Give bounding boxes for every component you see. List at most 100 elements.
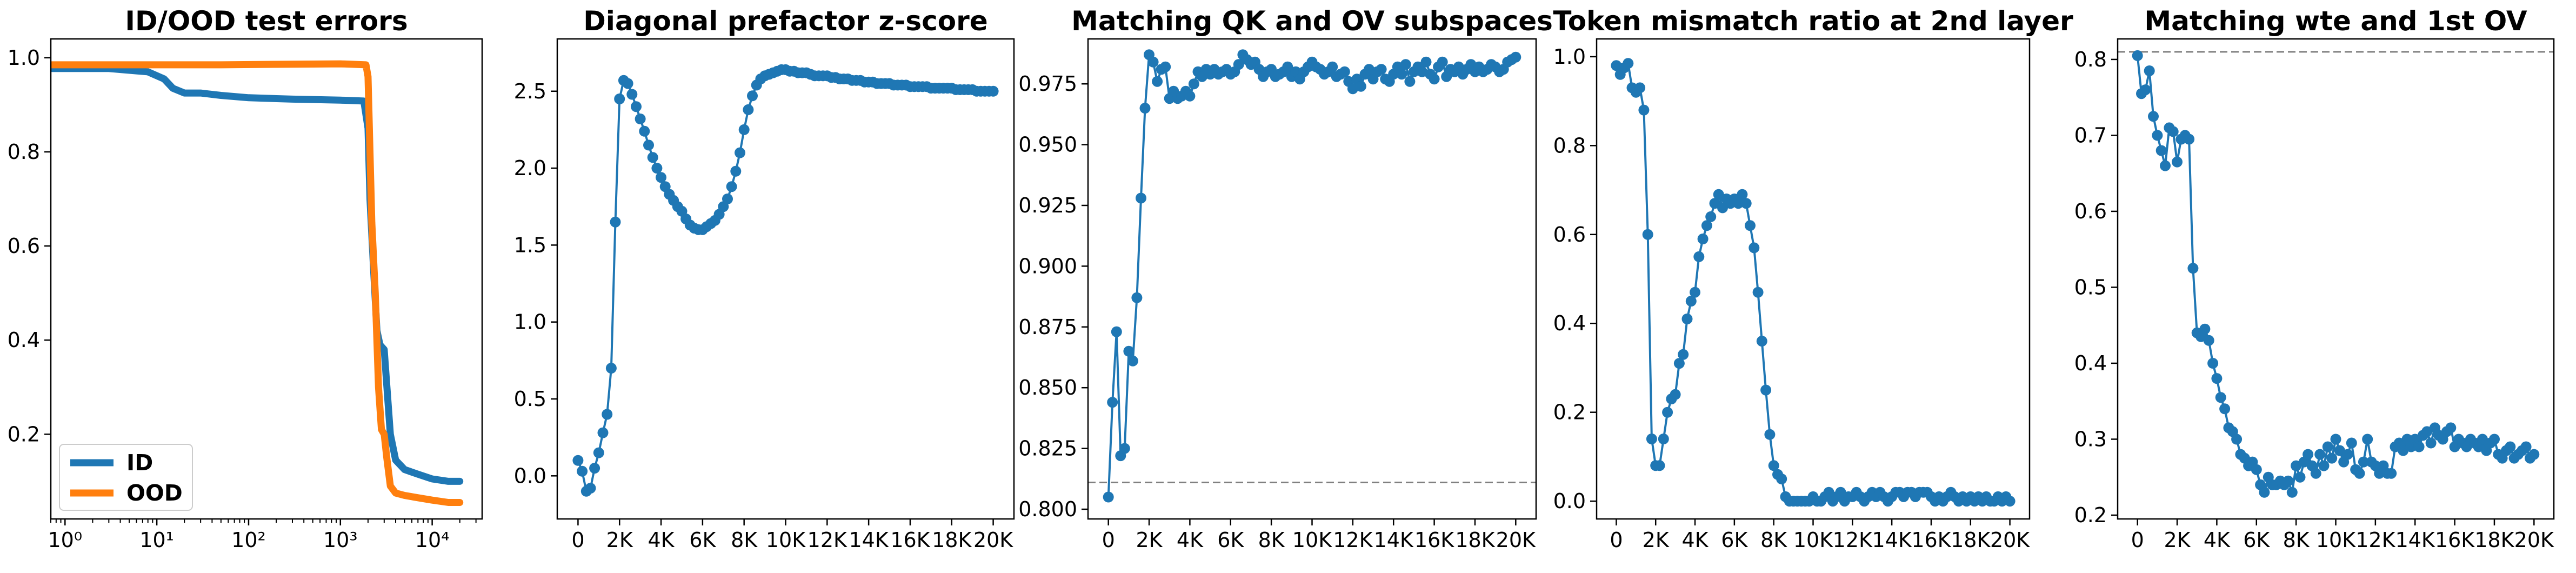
data-point xyxy=(1752,286,1764,298)
y-tick-label: 0.925 xyxy=(1018,194,1077,217)
data-point xyxy=(2219,403,2231,415)
y-tick-label: 0.8 xyxy=(2074,48,2107,71)
data-point xyxy=(2203,335,2214,346)
data-point xyxy=(639,125,650,137)
data-point xyxy=(1327,61,1338,72)
data-point xyxy=(1733,198,1744,209)
y-tick-label: 0.7 xyxy=(2074,123,2107,147)
y-tick-label: 0.5 xyxy=(2074,275,2107,299)
panel-wte-ov-match: Matching wte and 1st OV 0 2K 4K 6K 8K 10K 12K 14… xyxy=(2074,5,2555,552)
y-tick-label: 1.0 xyxy=(514,310,546,334)
y-tick-label: 0.8 xyxy=(8,140,40,164)
data-point xyxy=(2330,434,2341,445)
y-tick-label: 0.4 xyxy=(2074,351,2107,375)
series-line xyxy=(2136,54,2535,494)
data-point xyxy=(1623,58,1634,69)
data-point xyxy=(1662,407,1673,418)
x-tick-label: 0 xyxy=(1102,528,1115,552)
plot-area xyxy=(1103,49,1521,503)
data-point xyxy=(2199,323,2211,335)
x-tick-label: 14K xyxy=(849,528,889,552)
panel-qk-ov-match: Matching QK and OV subspaces 0 2K 4K 6K 8K 10K… xyxy=(1018,5,1553,552)
axes-frame xyxy=(1087,38,1537,520)
data-point xyxy=(1835,487,1846,498)
y-tick-label: 0.2 xyxy=(1553,401,1586,424)
legend-label-ood: OOD xyxy=(126,480,183,506)
data-point xyxy=(2505,441,2516,452)
plot-area xyxy=(572,64,999,497)
data-point xyxy=(1400,59,1411,70)
x-tick-label: 8K xyxy=(1258,528,1285,552)
data-point xyxy=(2413,441,2425,452)
data-point xyxy=(1355,81,1366,92)
x-tick-label: 2K xyxy=(1643,528,1670,552)
data-point xyxy=(2211,373,2223,384)
data-point xyxy=(1339,66,1350,77)
x-tick-label: 14K xyxy=(1374,528,1414,552)
data-point xyxy=(1678,349,1689,360)
data-point xyxy=(1658,434,1669,444)
data-point xyxy=(2207,358,2219,369)
x-tick-label: 16K xyxy=(1911,528,1951,552)
data-point xyxy=(1347,83,1358,95)
data-point xyxy=(1188,78,1199,90)
data-point xyxy=(1745,220,1756,231)
x-tick-label: 8K xyxy=(2283,528,2310,552)
data-point xyxy=(1709,198,1720,209)
x-tick-label: 10K xyxy=(2316,528,2356,552)
data-point xyxy=(2310,468,2321,479)
data-point xyxy=(1437,56,1448,68)
data-point xyxy=(631,101,642,112)
y-tick-label: 0.4 xyxy=(1553,311,1586,335)
y-tick-label: 0.3 xyxy=(2074,427,2107,451)
data-point xyxy=(2346,437,2357,449)
data-point xyxy=(1768,460,1779,471)
data-point xyxy=(2358,456,2369,468)
data-point xyxy=(735,147,745,158)
data-point xyxy=(1127,355,1138,367)
data-point xyxy=(1111,326,1122,337)
data-point xyxy=(610,216,621,228)
data-point xyxy=(1139,103,1151,114)
data-point xyxy=(2294,471,2306,483)
x-tick-label: 4K xyxy=(2204,528,2231,552)
y-tick-label: 0.975 xyxy=(1018,72,1077,96)
x-tick-label: 6K xyxy=(1217,528,1244,552)
x-tick-label: 2K xyxy=(2164,528,2191,552)
data-point xyxy=(1764,429,1776,440)
panel-id-ood-errors: ID/OOD test errors 10⁰ 10¹ 10² 10³ 10⁴ 0.2 0.4 0… xyxy=(8,5,483,552)
data-point xyxy=(593,447,604,458)
panel-token-mismatch: Token mismatch ratio at 2nd layer 0 2K 4K 6K… xyxy=(1553,5,2073,552)
x-tick-label: 8K xyxy=(731,528,758,552)
data-point xyxy=(1282,61,1293,72)
data-point xyxy=(614,94,625,104)
data-point xyxy=(2528,449,2540,460)
data-point xyxy=(1417,66,1427,77)
data-point xyxy=(1160,61,1171,72)
panel-title: Matching QK and OV subspaces xyxy=(1071,5,1553,37)
data-point xyxy=(1136,192,1146,204)
data-point xyxy=(1184,90,1196,102)
data-point xyxy=(2520,441,2532,452)
x-tick-label: 10³ xyxy=(323,528,358,552)
data-point xyxy=(1233,59,1244,70)
data-point xyxy=(2354,468,2365,479)
x-tick-label: 4K xyxy=(1177,528,1204,552)
axes-frame xyxy=(556,38,1015,520)
data-point xyxy=(2167,126,2179,137)
data-point xyxy=(1429,74,1440,85)
x-tick-label: 10K xyxy=(766,528,806,552)
plot-area xyxy=(2132,50,2540,498)
y-tick-label: 0.800 xyxy=(1018,497,1077,521)
x-tick-label: 16K xyxy=(2435,528,2475,552)
y-tick-label: 0.6 xyxy=(2074,199,2107,223)
x-tick-label: 16K xyxy=(890,528,930,552)
legend-label-id: ID xyxy=(126,450,153,476)
x-tick-label: 10¹ xyxy=(139,528,174,552)
data-point xyxy=(743,104,754,115)
data-point xyxy=(656,172,666,183)
data-point xyxy=(2231,434,2243,445)
data-point xyxy=(730,165,742,177)
x-tick-label: 20K xyxy=(973,528,1013,552)
